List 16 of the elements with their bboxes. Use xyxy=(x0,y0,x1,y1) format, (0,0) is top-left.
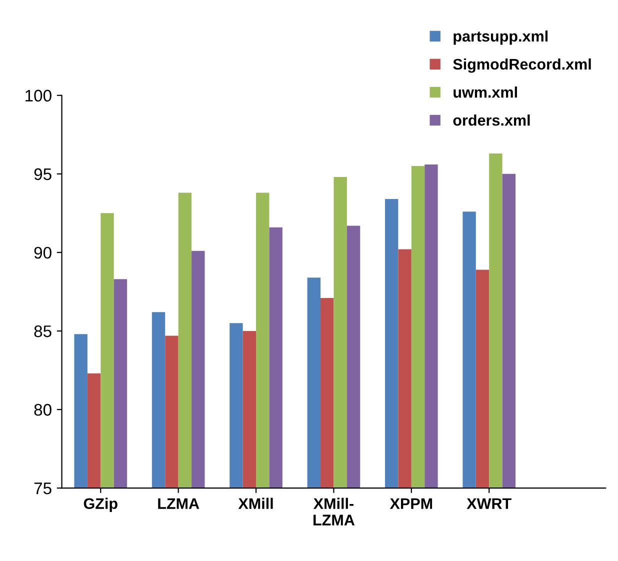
x-tick-label: LZMA xyxy=(158,498,200,509)
x-tick-label: GZip xyxy=(84,498,118,512)
y-tick-label: 95 xyxy=(34,168,52,180)
legend-label: SigmodRecord.xml xyxy=(453,58,591,73)
x-tick-label: XMill- LZMA xyxy=(313,498,355,526)
y-tick-label: 85 xyxy=(34,325,52,338)
y-tick-label: 75 xyxy=(34,482,52,494)
legend-label: uwm.xml xyxy=(454,86,517,98)
legend-label: orders.xml xyxy=(453,114,530,126)
x-tick-label: XMill xyxy=(238,498,273,509)
y-tick-label: 90 xyxy=(34,246,52,259)
x-tick-label: XPPM xyxy=(390,498,432,509)
x-tick-label: XWRT xyxy=(466,498,512,509)
y-tick-label: 100 xyxy=(26,90,52,102)
legend-label: partsupp.xml xyxy=(454,30,548,45)
y-tick-label: 80 xyxy=(34,404,52,416)
